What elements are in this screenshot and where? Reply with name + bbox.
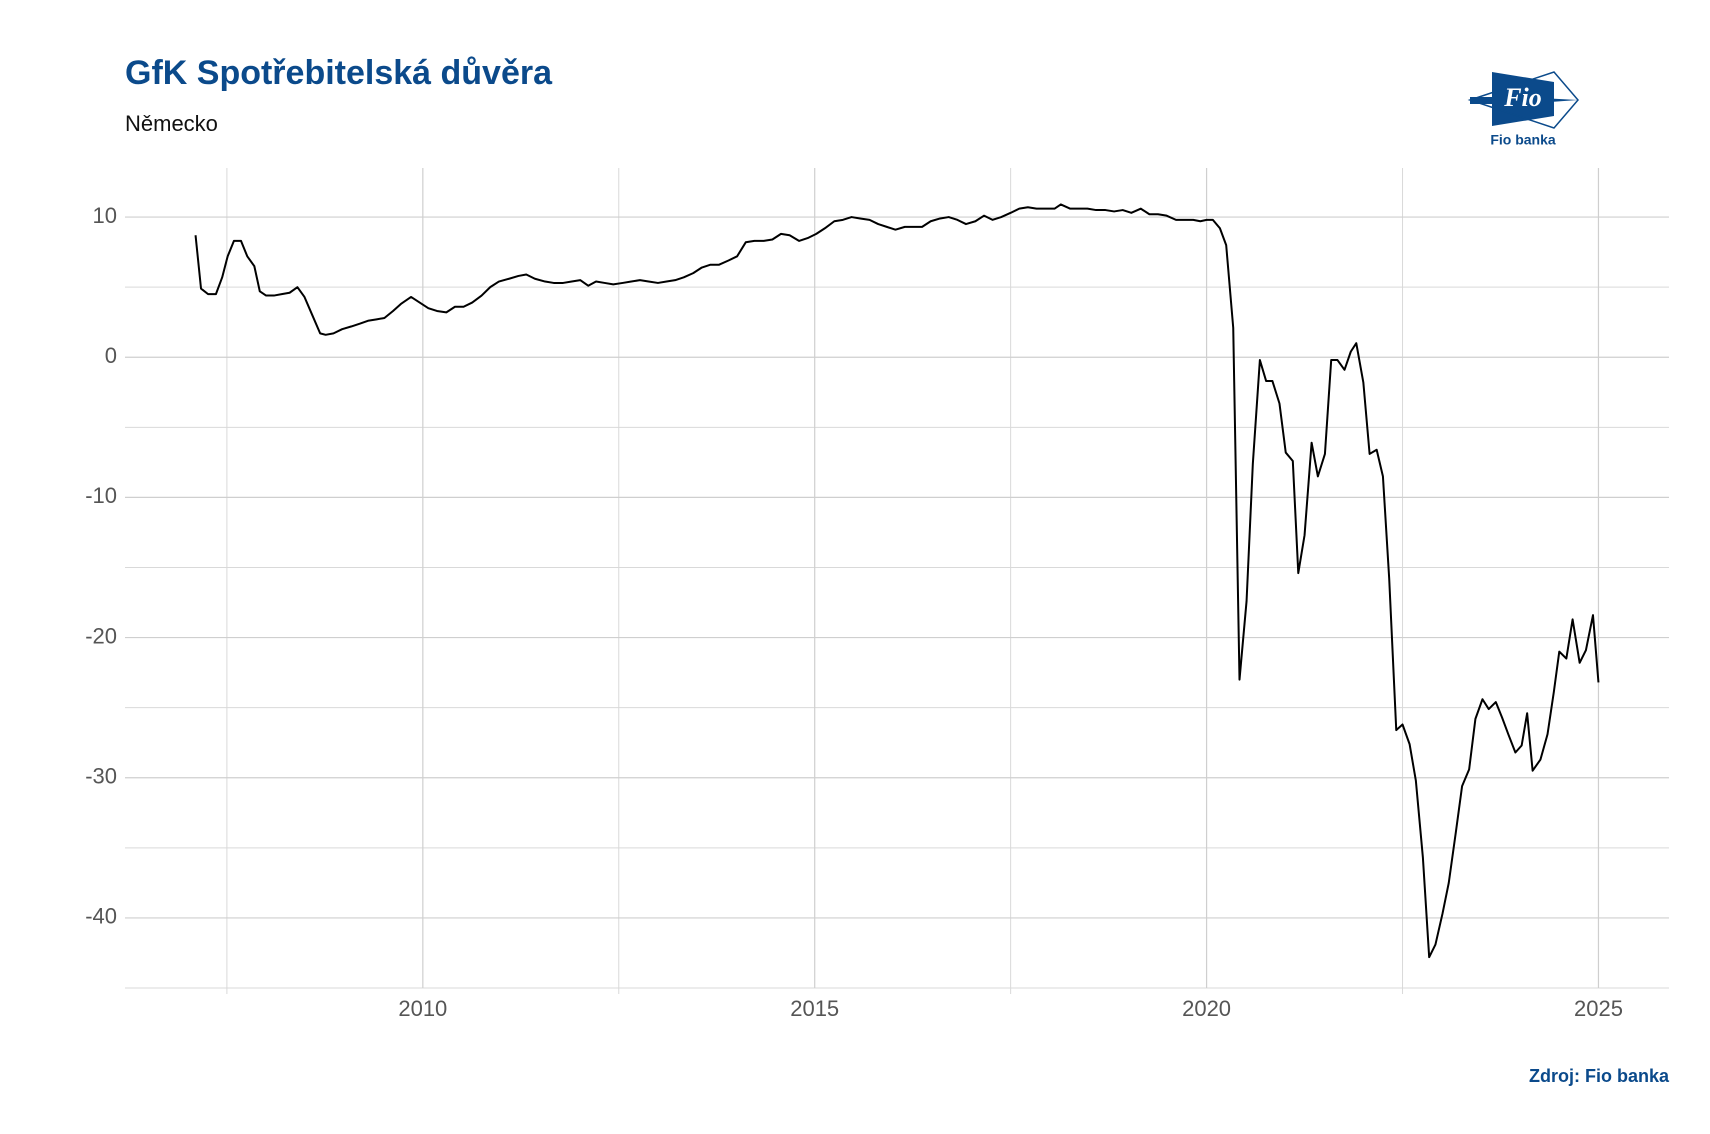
x-tick-label: 2020	[1182, 996, 1231, 1021]
source: Zdroj: Fio banka	[1529, 1066, 1670, 1086]
chart-subtitle: Německo	[125, 111, 218, 136]
y-tick-label: 0	[105, 343, 117, 368]
y-tick-label: 10	[93, 203, 117, 228]
chart-title: GfK Spotřebitelská důvěra	[125, 54, 553, 92]
logo-text: Fio	[1503, 83, 1542, 112]
logo-outline	[1467, 71, 1579, 129]
data-line	[194, 203, 1600, 959]
y-tick-label: -20	[85, 623, 117, 648]
x-tick-label: 2010	[398, 996, 447, 1021]
y-tick-label: -40	[85, 904, 117, 929]
y-tick-label: -30	[85, 764, 117, 789]
x-tick-label: 2015	[790, 996, 839, 1021]
x-tick-label: 2025	[1574, 996, 1623, 1021]
logo-caption: Fio banka	[1490, 132, 1556, 148]
y-tick-label: -10	[85, 483, 117, 508]
logo: Fio Fio banka	[1467, 71, 1579, 148]
